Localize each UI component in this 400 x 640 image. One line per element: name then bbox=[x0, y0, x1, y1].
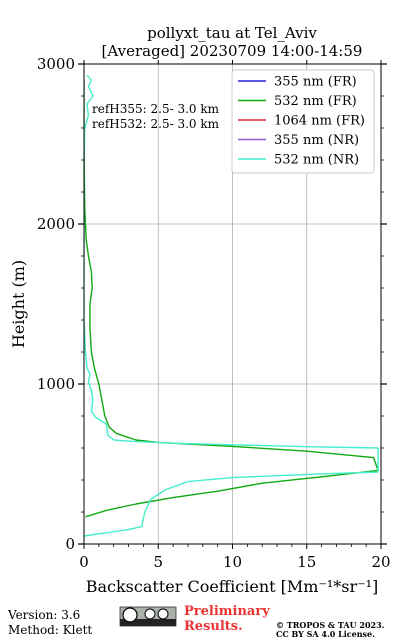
x-tick-label: 15 bbox=[297, 553, 316, 571]
legend-label: 532 nm (NR) bbox=[274, 153, 359, 168]
copyright-line1: © TROPOS & TAU 2023. bbox=[276, 620, 385, 630]
y-axis-label: Height (m) bbox=[9, 260, 28, 348]
y-tick-label: 0 bbox=[65, 535, 75, 553]
method-text: Method: Klett bbox=[8, 623, 92, 637]
legend: 355 nm (FR) 532 nm (FR) 1064 nm (FR) 355 nm… bbox=[231, 69, 375, 174]
chart-title-line2: [Averaged] 20230709 14:00-14:59 bbox=[102, 42, 363, 60]
x-tick-label: 0 bbox=[79, 553, 89, 571]
x-tick-label: 10 bbox=[223, 553, 242, 571]
cc-by-sa-badge bbox=[119, 606, 177, 627]
legend-label: 355 nm (NR) bbox=[274, 133, 359, 148]
x-tick-label: 5 bbox=[153, 553, 163, 571]
annotation-refh532: refH532: 2.5- 3.0 km bbox=[92, 117, 220, 131]
y-tick-label: 2000 bbox=[37, 215, 75, 233]
chart-title-line1: pollyxt_tau at Tel_Aviv bbox=[147, 24, 317, 42]
legend-label: 532 nm (FR) bbox=[274, 94, 357, 109]
x-axis-label: Backscatter Coefficient [Mm⁻¹*sr⁻¹] bbox=[86, 577, 379, 596]
y-tick-label: 3000 bbox=[37, 55, 75, 73]
copyright-line2: CC BY SA 4.0 License. bbox=[276, 629, 375, 639]
preliminary-line2: Results. bbox=[184, 619, 243, 634]
series-line-532-nm-fr- bbox=[84, 80, 379, 518]
legend-label: 1064 nm (FR) bbox=[274, 114, 365, 129]
ticks bbox=[78, 60, 387, 549]
annotation-refh355: refH355: 2.5- 3.0 km bbox=[92, 102, 220, 116]
version-text: Version: 3.6 bbox=[7, 608, 80, 622]
y-tick-label: 1000 bbox=[37, 375, 75, 393]
x-tick-label: 20 bbox=[371, 553, 390, 571]
preliminary-line1: Preliminary bbox=[184, 604, 270, 619]
legend-box bbox=[231, 69, 375, 174]
legend-label: 355 nm (FR) bbox=[274, 75, 357, 90]
